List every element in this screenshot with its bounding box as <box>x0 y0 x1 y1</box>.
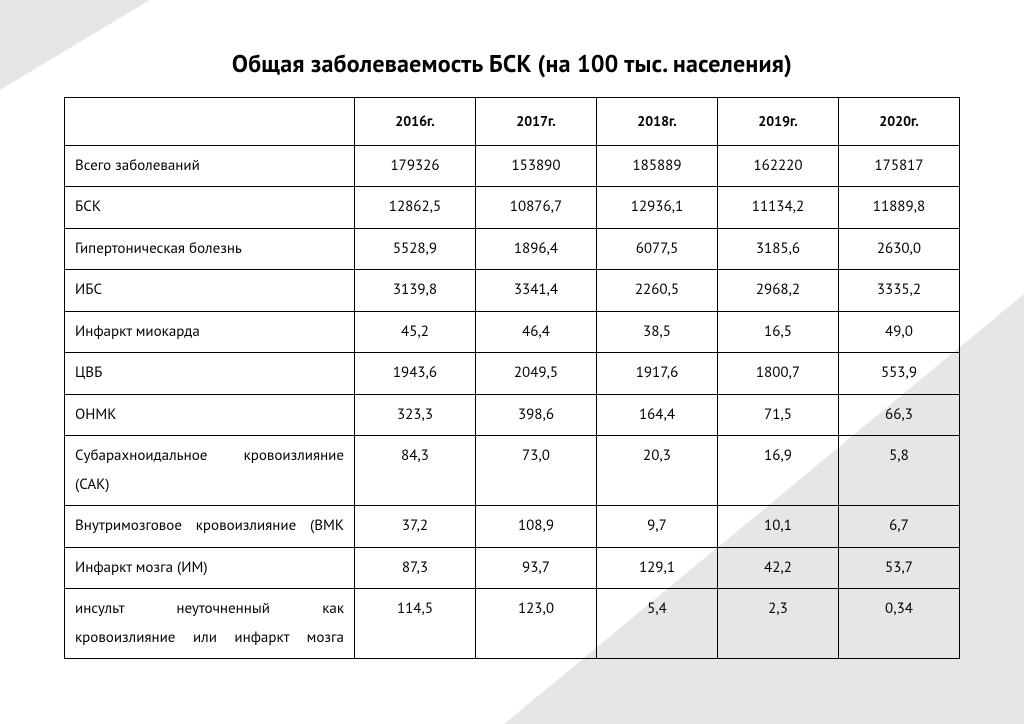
row-value: 129,1 <box>597 547 718 589</box>
table-body: Всего заболеваний17932615389018588916222… <box>65 145 960 659</box>
table-row: инсульт неуточненный как кровоизлияние и… <box>65 589 960 659</box>
row-value: 87,3 <box>355 547 476 589</box>
table-row: ЦВБ1943,62049,51917,61800,7553,9 <box>65 353 960 395</box>
row-value: 42,2 <box>718 547 839 589</box>
row-value: 49,0 <box>839 311 960 353</box>
row-value: 93,7 <box>476 547 597 589</box>
row-label: Внутримозговое кровоизлияние (ВМК <box>65 506 355 548</box>
table-row: Всего заболеваний17932615389018588916222… <box>65 145 960 187</box>
row-value: 20,3 <box>597 436 718 506</box>
incidence-table: 2016г. 2017г. 2018г. 2019г. 2020г. Всего… <box>64 97 960 659</box>
row-value: 175817 <box>839 145 960 187</box>
row-value: 45,2 <box>355 311 476 353</box>
row-value: 185889 <box>597 145 718 187</box>
table-header-year: 2019г. <box>718 98 839 146</box>
row-value: 16,5 <box>718 311 839 353</box>
row-value: 71,5 <box>718 394 839 436</box>
row-value: 553,9 <box>839 353 960 395</box>
row-label: Инфаркт мозга (ИМ) <box>65 547 355 589</box>
row-value: 1896,4 <box>476 228 597 270</box>
row-value: 12862,5 <box>355 187 476 229</box>
row-value: 11134,2 <box>718 187 839 229</box>
row-value: 1943,6 <box>355 353 476 395</box>
table-header-year: 2020г. <box>839 98 960 146</box>
row-value: 108,9 <box>476 506 597 548</box>
row-value: 12936,1 <box>597 187 718 229</box>
row-label: Инфаркт миокарда <box>65 311 355 353</box>
table-row: Инфаркт мозга (ИМ)87,393,7129,142,253,7 <box>65 547 960 589</box>
row-value: 153890 <box>476 145 597 187</box>
row-label: ОНМК <box>65 394 355 436</box>
row-value: 6077,5 <box>597 228 718 270</box>
table-row: ОНМК323,3398,6164,471,566,3 <box>65 394 960 436</box>
row-value: 2,3 <box>718 589 839 659</box>
row-value: 3185,6 <box>718 228 839 270</box>
row-value: 5,4 <box>597 589 718 659</box>
row-label: Гипертоническая болезнь <box>65 228 355 270</box>
row-value: 1917,6 <box>597 353 718 395</box>
row-value: 123,0 <box>476 589 597 659</box>
row-value: 84,3 <box>355 436 476 506</box>
row-value: 11889,8 <box>839 187 960 229</box>
table-header-year: 2018г. <box>597 98 718 146</box>
row-value: 10,1 <box>718 506 839 548</box>
row-value: 3341,4 <box>476 270 597 312</box>
row-value: 38,5 <box>597 311 718 353</box>
row-value: 162220 <box>718 145 839 187</box>
page-title: Общая заболеваемость БСК (на 100 тыс. на… <box>64 48 960 79</box>
table-row: БСК12862,510876,712936,111134,211889,8 <box>65 187 960 229</box>
row-value: 2260,5 <box>597 270 718 312</box>
row-value: 2630,0 <box>839 228 960 270</box>
row-value: 6,7 <box>839 506 960 548</box>
row-label: БСК <box>65 187 355 229</box>
row-label: ЦВБ <box>65 353 355 395</box>
row-value: 46,4 <box>476 311 597 353</box>
row-value: 53,7 <box>839 547 960 589</box>
table-header-blank <box>65 98 355 146</box>
row-label: Субарахноидальное кровоизлияние (САК) <box>65 436 355 506</box>
table-header-year: 2016г. <box>355 98 476 146</box>
row-value: 179326 <box>355 145 476 187</box>
table-row: Субарахноидальное кровоизлияние (САК)84,… <box>65 436 960 506</box>
row-value: 37,2 <box>355 506 476 548</box>
row-value: 9,7 <box>597 506 718 548</box>
table-header-row: 2016г. 2017г. 2018г. 2019г. 2020г. <box>65 98 960 146</box>
table-row: Внутримозговое кровоизлияние (ВМК37,2108… <box>65 506 960 548</box>
row-value: 3335,2 <box>839 270 960 312</box>
row-value: 2968,2 <box>718 270 839 312</box>
row-value: 398,6 <box>476 394 597 436</box>
table-header-year: 2017г. <box>476 98 597 146</box>
table-row: Инфаркт миокарда45,246,438,516,549,0 <box>65 311 960 353</box>
row-value: 16,9 <box>718 436 839 506</box>
row-value: 5,8 <box>839 436 960 506</box>
row-label: ИБС <box>65 270 355 312</box>
table-row: ИБС3139,83341,42260,52968,23335,2 <box>65 270 960 312</box>
row-value: 164,4 <box>597 394 718 436</box>
row-value: 3139,8 <box>355 270 476 312</box>
row-value: 2049,5 <box>476 353 597 395</box>
row-value: 114,5 <box>355 589 476 659</box>
row-value: 66,3 <box>839 394 960 436</box>
row-value: 73,0 <box>476 436 597 506</box>
row-label: Всего заболеваний <box>65 145 355 187</box>
table-row: Гипертоническая болезнь5528,91896,46077,… <box>65 228 960 270</box>
row-value: 323,3 <box>355 394 476 436</box>
row-value: 1800,7 <box>718 353 839 395</box>
row-value: 10876,7 <box>476 187 597 229</box>
row-label: инсульт неуточненный как кровоизлияние и… <box>65 589 355 659</box>
row-value: 0,34 <box>839 589 960 659</box>
row-value: 5528,9 <box>355 228 476 270</box>
